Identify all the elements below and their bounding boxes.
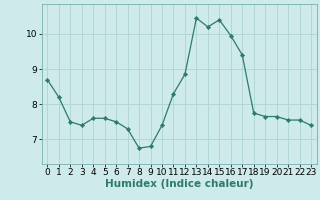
X-axis label: Humidex (Indice chaleur): Humidex (Indice chaleur) xyxy=(105,179,253,189)
